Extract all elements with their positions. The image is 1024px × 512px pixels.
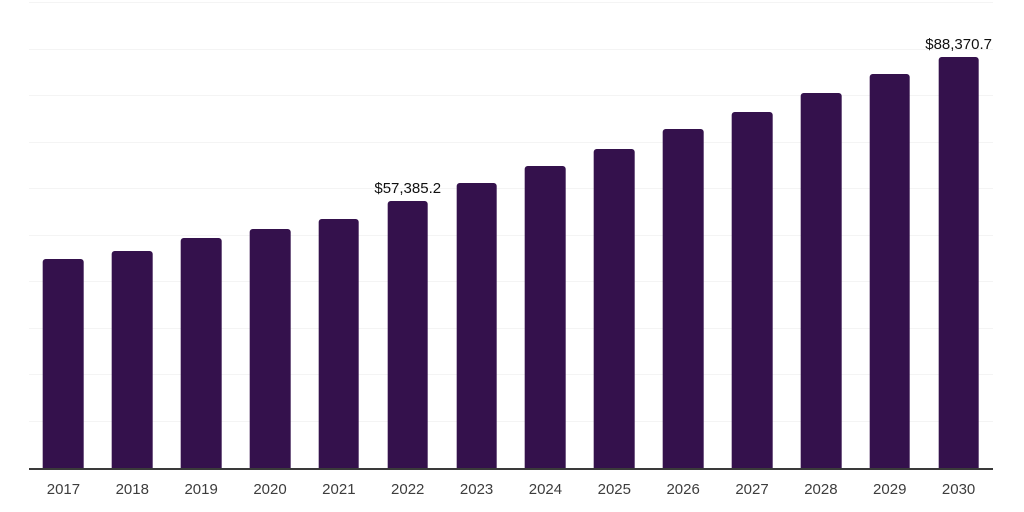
bar-group-2029 <box>855 3 924 468</box>
x-tick-2030: 2030 <box>941 481 976 498</box>
bar-2022[interactable] <box>387 201 429 468</box>
bar-2026[interactable] <box>662 129 704 468</box>
bar-group-2030: $88,370.7 <box>924 3 993 468</box>
value-label-2030: $88,370.7 <box>925 36 992 54</box>
bar-group-2026 <box>649 3 718 468</box>
x-tick-2028: 2028 <box>804 481 838 498</box>
value-label-2022: $57,385.2 <box>374 180 442 198</box>
x-tick-2024: 2024 <box>528 481 563 498</box>
bar-2019[interactable] <box>180 237 222 468</box>
bar-2018[interactable] <box>111 251 153 468</box>
bar-group-2023 <box>442 3 511 468</box>
x-tick-2021: 2021 <box>322 481 356 498</box>
bar-2027[interactable] <box>731 111 773 468</box>
bar-2030[interactable] <box>938 57 979 468</box>
bar-group-2020 <box>236 3 305 468</box>
bar-2023[interactable] <box>456 183 497 468</box>
bar-group-2027 <box>718 3 787 468</box>
bar-group-2017 <box>29 3 98 468</box>
x-tick-2023: 2023 <box>459 481 494 498</box>
bar-2029[interactable] <box>869 74 911 468</box>
bars-container: $57,385.2 $88,370.7 <box>29 3 993 468</box>
x-tick-2027: 2027 <box>735 481 769 498</box>
bar-2021[interactable] <box>318 218 360 468</box>
bar-2017[interactable] <box>43 259 84 468</box>
x-axis-labels: 2017 2018 2019 2020 2021 2022 2023 2024 2025 2026… <box>29 470 993 512</box>
bar-group-2025 <box>580 3 649 468</box>
x-tick-2029: 2029 <box>873 481 907 498</box>
x-tick-2020: 2020 <box>253 481 287 498</box>
x-tick-2017: 2017 <box>46 481 81 498</box>
x-tick-2025: 2025 <box>597 481 631 498</box>
x-tick-2019: 2019 <box>184 481 218 498</box>
bar-2025[interactable] <box>593 149 635 468</box>
bar-2020[interactable] <box>249 229 291 468</box>
bar-group-2018 <box>98 3 167 468</box>
bar-2028[interactable] <box>800 92 842 468</box>
bar-2024[interactable] <box>525 166 566 468</box>
bar-group-2022: $57,385.2 <box>373 3 442 468</box>
bar-group-2021 <box>304 3 373 468</box>
x-tick-2018: 2018 <box>115 481 149 498</box>
bar-group-2028 <box>786 3 855 468</box>
x-tick-2022: 2022 <box>391 481 425 498</box>
plot-area: $57,385.2 $88,370.7 <box>29 2 993 470</box>
x-tick-2026: 2026 <box>666 481 700 498</box>
bar-group-2019 <box>167 3 236 468</box>
bar-group-2024 <box>511 3 580 468</box>
